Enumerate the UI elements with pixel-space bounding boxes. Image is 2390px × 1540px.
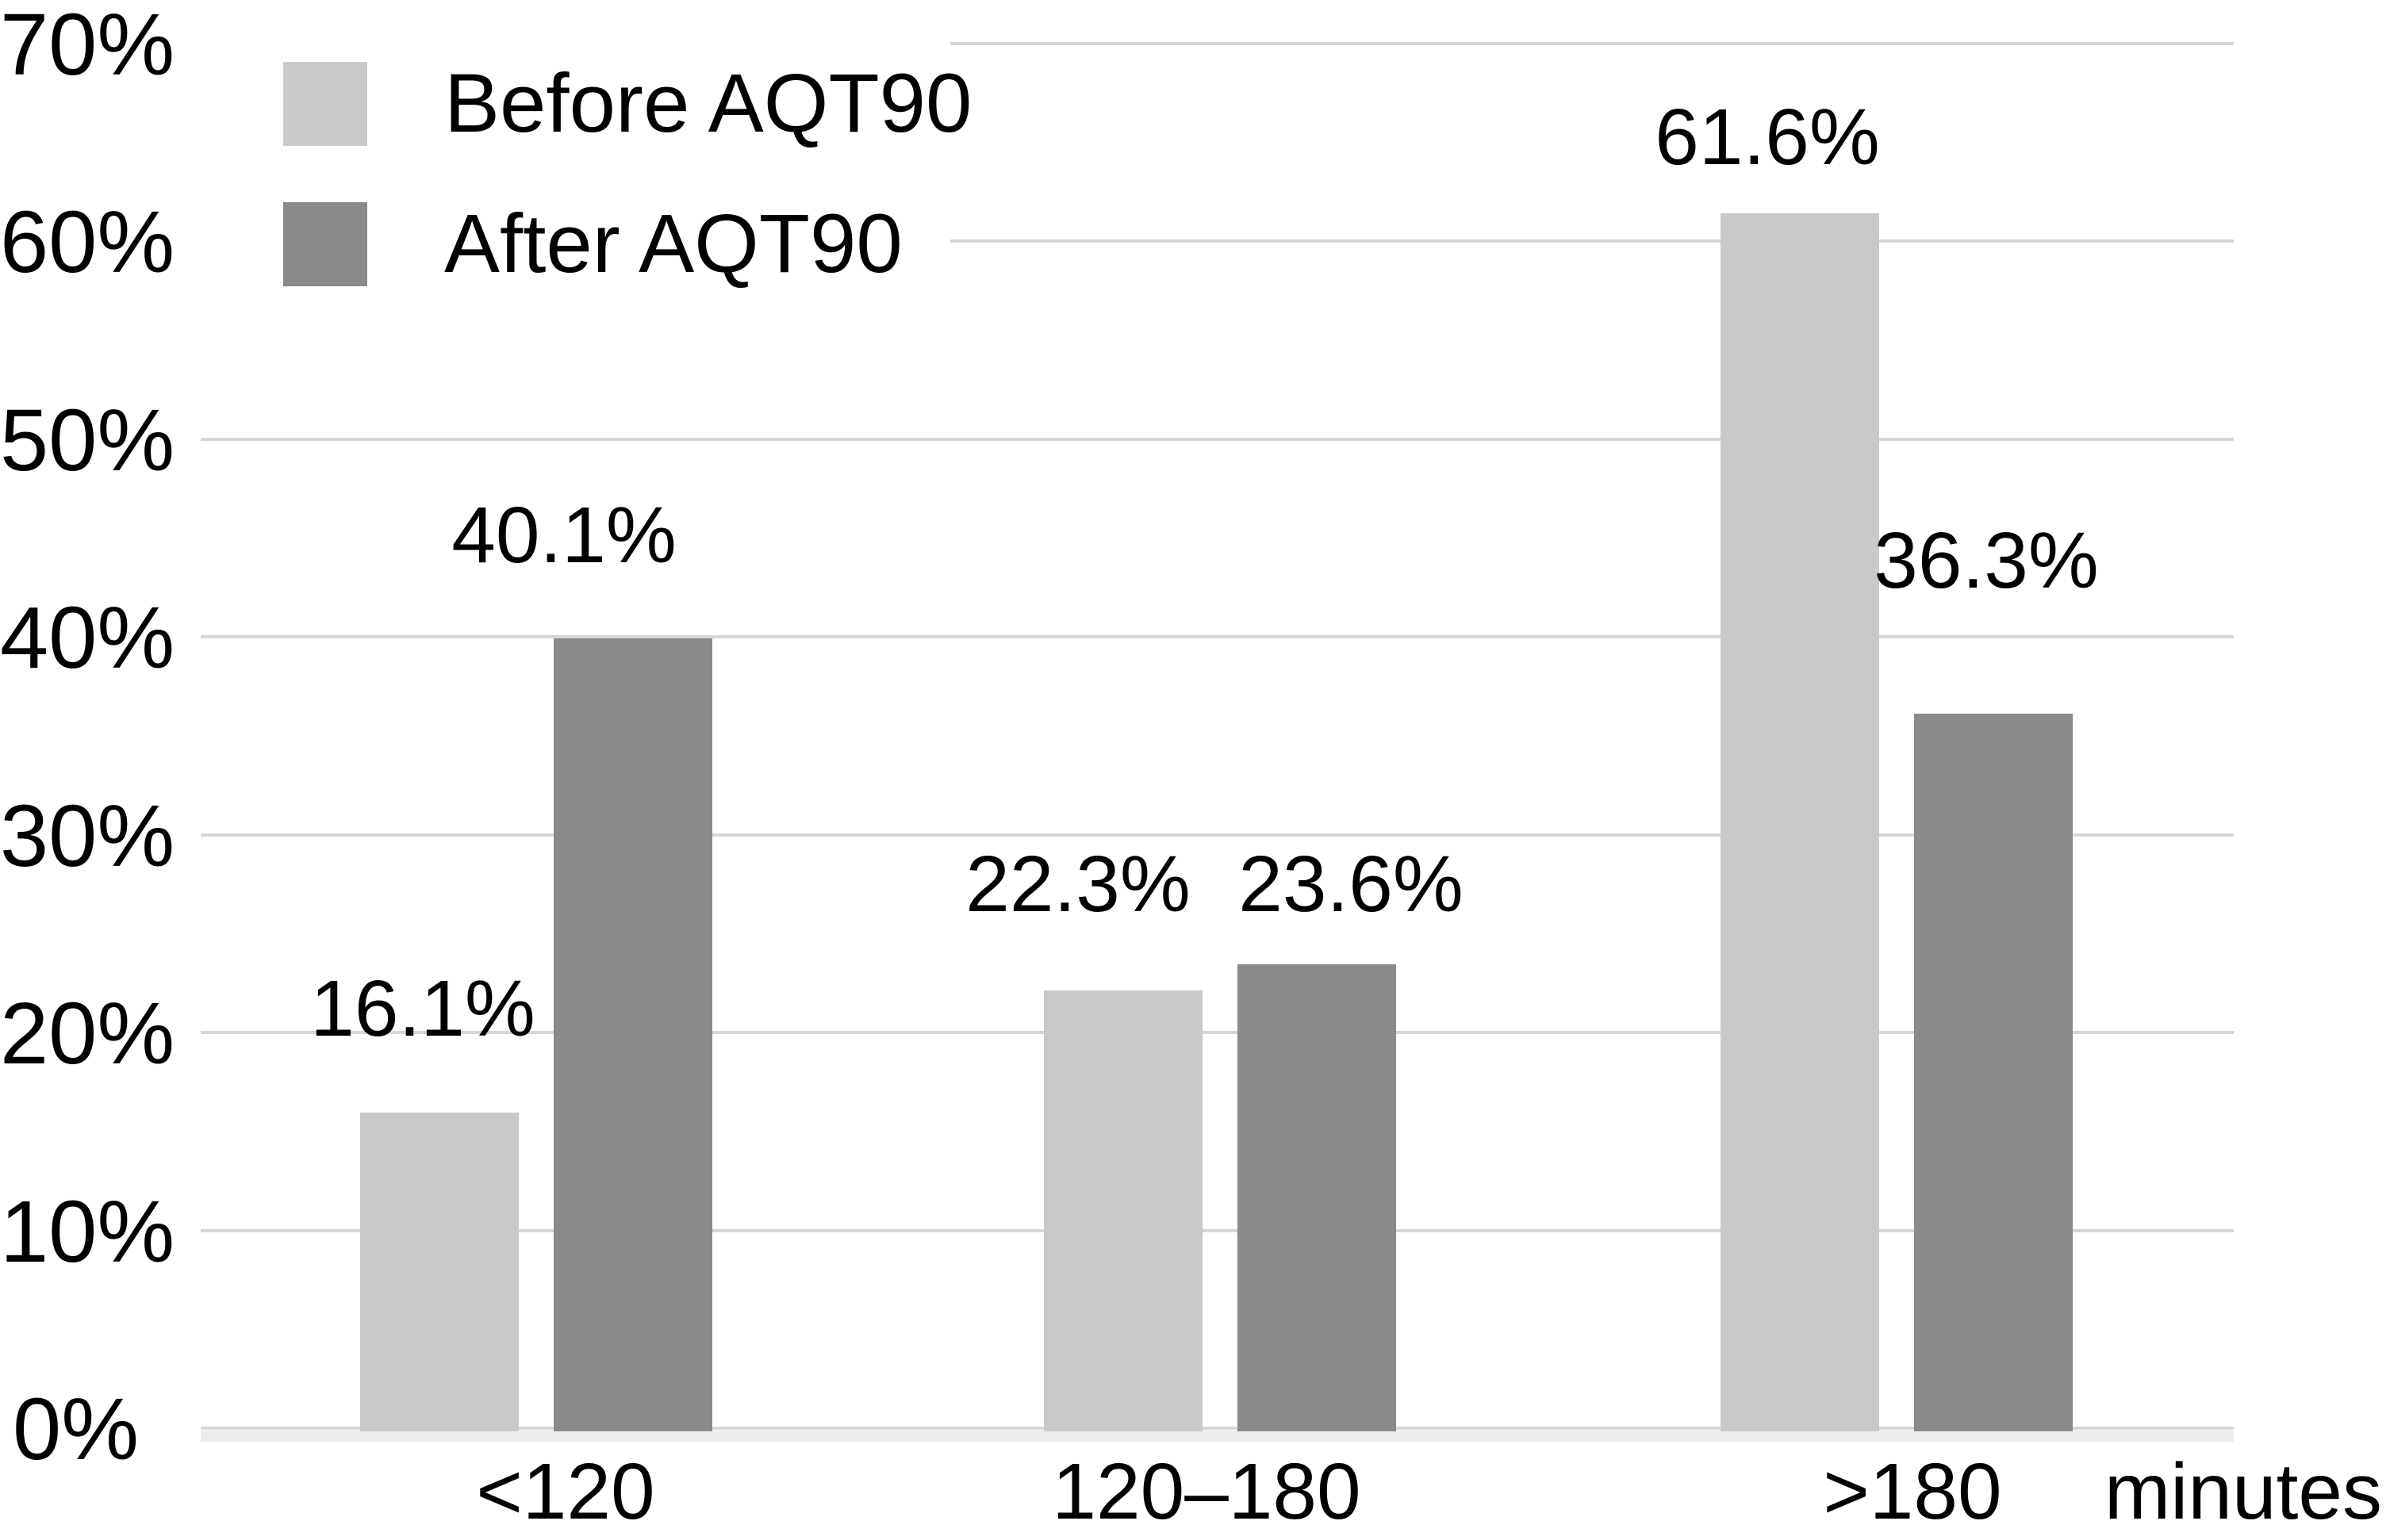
legend-swatch-after bbox=[283, 202, 367, 286]
y-tick-label-30%: 30% bbox=[0, 787, 175, 885]
bar-before-<120 bbox=[360, 1113, 519, 1431]
y-tick-label-40%: 40% bbox=[0, 589, 175, 688]
x-axis-unit-label: minutes bbox=[2104, 1447, 2382, 1536]
bar-after->180 bbox=[1914, 713, 2073, 1431]
x-tick-label->180: >180 bbox=[1823, 1447, 2002, 1536]
y-tick-label-50%: 50% bbox=[0, 391, 175, 489]
gridline-40% bbox=[201, 635, 2234, 639]
bar-before->180 bbox=[1721, 213, 1879, 1431]
legend-label-after: After AQT90 bbox=[444, 197, 903, 290]
gridline-20% bbox=[201, 1031, 2234, 1035]
gridline-50% bbox=[201, 437, 2234, 441]
y-tick-label-60%: 60% bbox=[0, 193, 175, 292]
value-label-before->180: 61.6% bbox=[1655, 93, 1880, 182]
y-tick-label-10%: 10% bbox=[0, 1182, 175, 1281]
x-axis-baseline-band bbox=[201, 1431, 2234, 1442]
y-tick-label-70%: 70% bbox=[0, 0, 175, 94]
bar-after-120–180 bbox=[1237, 964, 1396, 1431]
value-label-after-120–180: 23.6% bbox=[1238, 840, 1464, 929]
value-label-after->180: 36.3% bbox=[1874, 516, 2099, 605]
y-tick-label-20%: 20% bbox=[0, 985, 175, 1083]
value-label-before-<120: 16.1% bbox=[310, 964, 535, 1053]
gridline-70% bbox=[950, 41, 2234, 45]
legend-swatch-before bbox=[283, 62, 367, 146]
legend: Before AQT90 After AQT90 bbox=[283, 62, 972, 343]
value-label-before-120–180: 22.3% bbox=[965, 840, 1191, 929]
legend-item-after: After AQT90 bbox=[283, 202, 972, 286]
value-label-after-<120: 40.1% bbox=[451, 491, 677, 580]
legend-item-before: Before AQT90 bbox=[283, 62, 972, 146]
legend-label-before: Before AQT90 bbox=[444, 57, 972, 150]
gridline-60% bbox=[950, 239, 2234, 243]
x-tick-label-<120: <120 bbox=[476, 1447, 655, 1536]
gridline-30% bbox=[201, 833, 2234, 837]
gridline-0% bbox=[201, 1427, 2234, 1430]
bar-before-120–180 bbox=[1044, 990, 1203, 1431]
y-tick-label-0%: 0% bbox=[13, 1381, 139, 1478]
bar-after-<120 bbox=[554, 638, 712, 1431]
x-tick-label-120–180: 120–180 bbox=[1052, 1447, 1361, 1536]
gridline-10% bbox=[201, 1228, 2234, 1232]
